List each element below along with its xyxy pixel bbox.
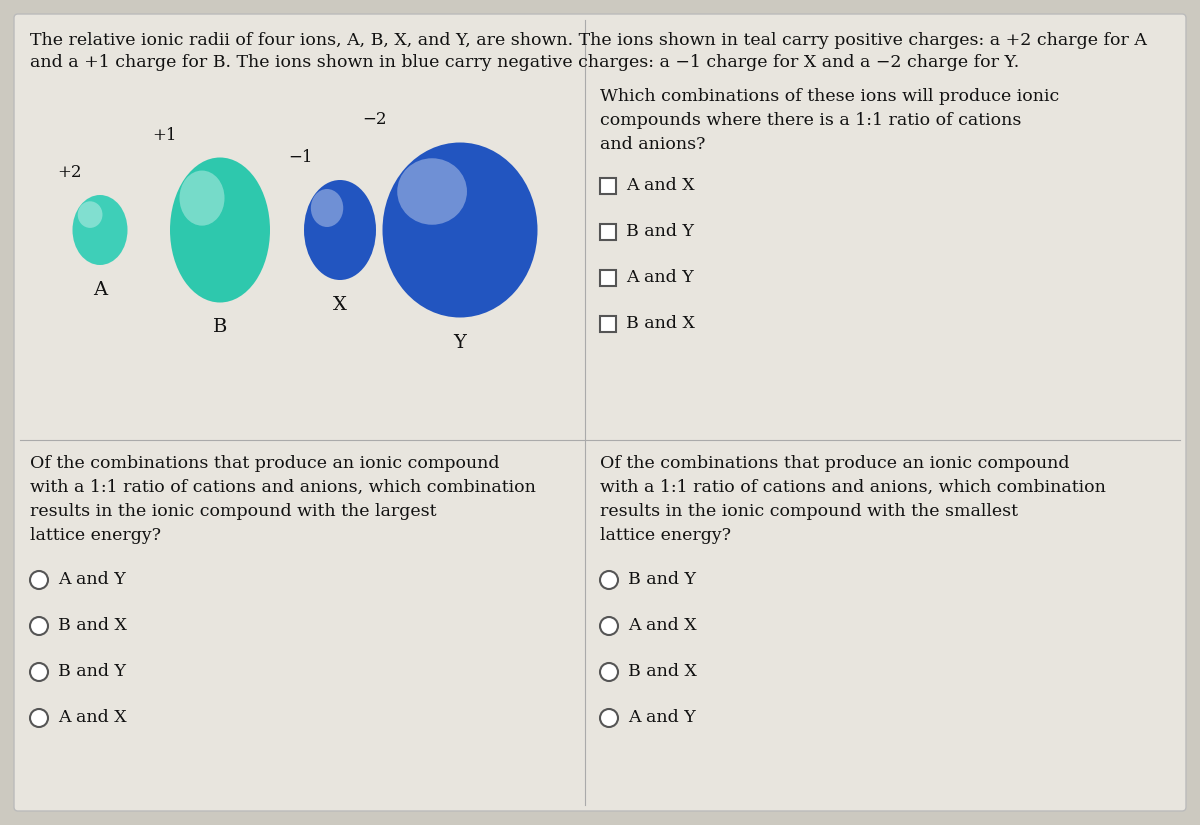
Text: results in the ionic compound with the largest: results in the ionic compound with the l…	[30, 503, 437, 520]
Text: A and X: A and X	[628, 617, 697, 634]
Text: and a +1 charge for B. The ions shown in blue carry negative charges: a −1 charg: and a +1 charge for B. The ions shown in…	[30, 54, 1019, 71]
Text: X: X	[334, 296, 347, 314]
Text: A and Y: A and Y	[626, 270, 694, 286]
Circle shape	[600, 617, 618, 635]
FancyBboxPatch shape	[600, 316, 616, 332]
Ellipse shape	[311, 189, 343, 227]
Text: B and X: B and X	[58, 617, 127, 634]
Text: B and Y: B and Y	[58, 663, 126, 681]
Text: −1: −1	[288, 149, 313, 166]
Circle shape	[600, 709, 618, 727]
Ellipse shape	[397, 158, 467, 224]
Text: Of the combinations that produce an ionic compound: Of the combinations that produce an ioni…	[30, 455, 499, 472]
Text: A: A	[92, 281, 107, 299]
Ellipse shape	[383, 143, 538, 318]
Text: B and X: B and X	[628, 663, 697, 681]
Text: +2: +2	[58, 164, 82, 181]
Text: A and X: A and X	[626, 177, 695, 195]
FancyBboxPatch shape	[600, 270, 616, 286]
Text: Which combinations of these ions will produce ionic: Which combinations of these ions will pr…	[600, 88, 1060, 105]
Text: −2: −2	[362, 111, 386, 129]
Text: The relative ionic radii of four ions, A, B, X, and Y, are shown. The ions shown: The relative ionic radii of four ions, A…	[30, 32, 1147, 49]
Circle shape	[30, 709, 48, 727]
Ellipse shape	[180, 171, 224, 226]
Text: B and X: B and X	[626, 315, 695, 332]
Text: A and Y: A and Y	[628, 710, 696, 727]
Text: lattice energy?: lattice energy?	[600, 527, 731, 544]
Circle shape	[600, 571, 618, 589]
Text: A and Y: A and Y	[58, 572, 126, 588]
Circle shape	[30, 663, 48, 681]
FancyBboxPatch shape	[600, 224, 616, 240]
FancyBboxPatch shape	[600, 178, 616, 194]
Text: Of the combinations that produce an ionic compound: Of the combinations that produce an ioni…	[600, 455, 1069, 472]
Text: B and Y: B and Y	[626, 224, 694, 241]
Text: with a 1:1 ratio of cations and anions, which combination: with a 1:1 ratio of cations and anions, …	[30, 479, 536, 496]
Ellipse shape	[72, 195, 127, 265]
Text: results in the ionic compound with the smallest: results in the ionic compound with the s…	[600, 503, 1018, 520]
Circle shape	[600, 663, 618, 681]
Text: A and X: A and X	[58, 710, 127, 727]
Text: Y: Y	[454, 333, 467, 351]
Ellipse shape	[304, 180, 376, 280]
Ellipse shape	[78, 201, 102, 228]
FancyBboxPatch shape	[14, 14, 1186, 811]
Text: B and Y: B and Y	[628, 572, 696, 588]
Text: and anions?: and anions?	[600, 136, 706, 153]
Circle shape	[30, 571, 48, 589]
Text: B: B	[212, 318, 227, 337]
Ellipse shape	[170, 158, 270, 303]
Text: compounds where there is a 1:1 ratio of cations: compounds where there is a 1:1 ratio of …	[600, 112, 1021, 129]
Text: +1: +1	[152, 126, 178, 144]
Text: with a 1:1 ratio of cations and anions, which combination: with a 1:1 ratio of cations and anions, …	[600, 479, 1106, 496]
Circle shape	[30, 617, 48, 635]
Text: lattice energy?: lattice energy?	[30, 527, 161, 544]
